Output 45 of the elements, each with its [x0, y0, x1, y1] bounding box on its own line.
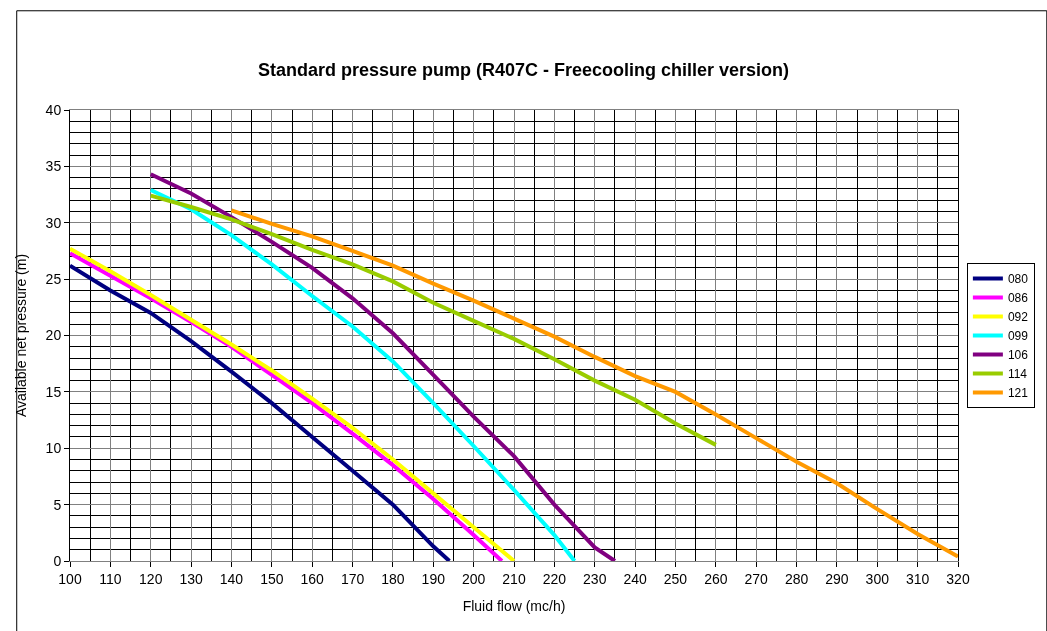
y-tick-label: 20	[45, 327, 62, 344]
legend-label: 080	[1007, 272, 1029, 287]
y-tick-label: 35	[45, 158, 62, 175]
x-tick-label: 270	[744, 570, 769, 587]
legend-label: 086	[1007, 291, 1029, 306]
legend-label: 114	[1007, 367, 1028, 382]
chart-title: Standard pressure pump (R407C - Freecooling chiller version)	[257, 59, 790, 80]
x-tick-label: 290	[825, 570, 849, 587]
x-axis-title: Fluid flow (mc/h)	[462, 598, 566, 615]
x-tick-label: 240	[623, 570, 647, 587]
line-series	[70, 263, 452, 561]
x-tick-label: 100	[58, 570, 82, 587]
x-tick-label: 220	[542, 570, 567, 587]
legend-label: 099	[1007, 329, 1029, 344]
y-tick-label: 5	[53, 496, 62, 513]
y-tick-label: 0	[53, 552, 62, 569]
x-tick-label: 150	[260, 570, 284, 587]
legend-label: 106	[1007, 348, 1029, 363]
x-tick-label: 280	[784, 570, 809, 587]
x-tick-label: 230	[583, 570, 607, 587]
x-tick-label: 310	[905, 570, 930, 587]
x-tick-label: 130	[179, 570, 203, 587]
x-tick-label: 300	[865, 570, 890, 587]
x-tick-label: 200	[461, 570, 486, 587]
y-tick-label: 40	[45, 101, 62, 118]
x-tick-label: 210	[502, 570, 526, 587]
x-tick-label: 160	[300, 570, 325, 587]
x-tick-label: 180	[381, 570, 405, 587]
x-tick-label: 250	[663, 570, 688, 587]
y-tick-label: 30	[45, 214, 62, 231]
x-tick-label: 190	[421, 570, 446, 587]
x-tick-label: 320	[946, 570, 970, 587]
y-tick-label: 15	[45, 383, 62, 400]
y-tick-label: 25	[45, 271, 62, 288]
x-tick-label: 260	[704, 570, 728, 587]
x-tick-label: 170	[340, 570, 365, 587]
x-tick-label: 110	[99, 570, 122, 587]
x-tick-label: 120	[139, 570, 163, 587]
x-tick-label: 140	[219, 570, 244, 587]
line-series	[148, 193, 718, 447]
y-tick-label: 10	[45, 440, 62, 457]
legend-label: 121	[1007, 386, 1029, 401]
y-axis-title: Available net pressure (m)	[13, 253, 30, 418]
legend-label: 092	[1007, 310, 1029, 325]
line-series	[229, 208, 958, 559]
